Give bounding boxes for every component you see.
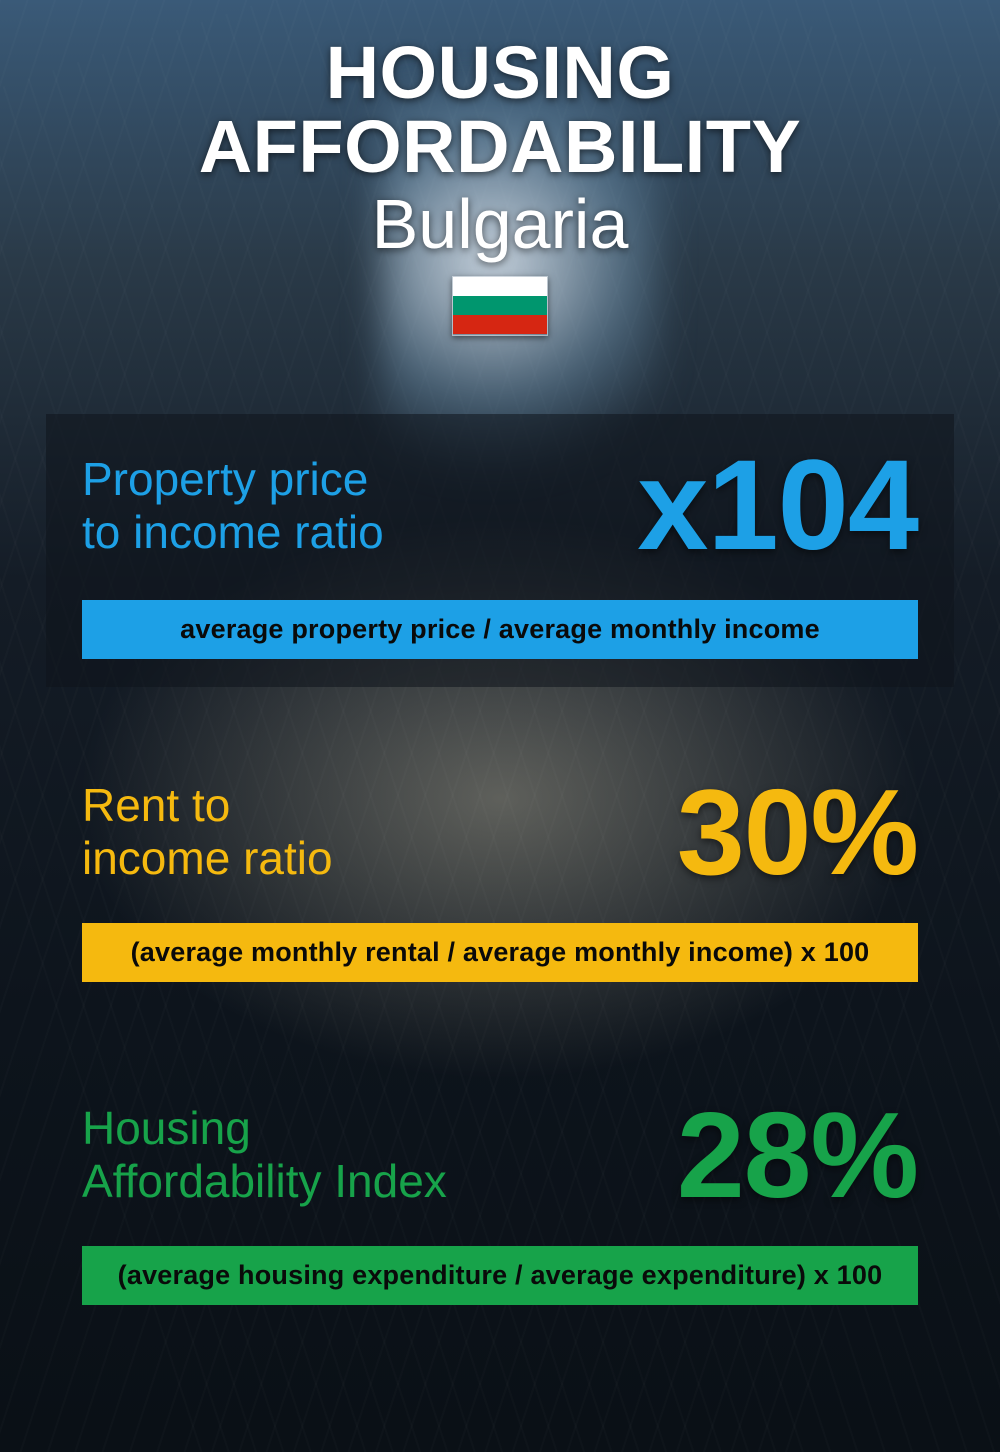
metric-value: 28%	[677, 1094, 918, 1216]
metric-label: Rent to income ratio	[82, 779, 333, 885]
metric-card-rent-to-income: Rent to income ratio 30% (average monthl…	[46, 743, 954, 1010]
flag-icon	[452, 276, 548, 336]
metric-value: x104	[637, 442, 918, 570]
flag-stripe-bottom	[453, 315, 547, 334]
main-title: HOUSING AFFORDABILITY	[46, 36, 954, 184]
header: HOUSING AFFORDABILITY Bulgaria	[46, 36, 954, 336]
country-subtitle: Bulgaria	[46, 188, 954, 262]
metric-value: 30%	[677, 771, 918, 893]
metric-card-affordability-index: Housing Affordability Index 28% (average…	[46, 1066, 954, 1333]
infographic-container: HOUSING AFFORDABILITY Bulgaria Property …	[0, 0, 1000, 1452]
metric-card-price-to-income: Property price to income ratio x104 aver…	[46, 414, 954, 687]
flag-stripe-middle	[453, 296, 547, 315]
metric-formula: (average housing expenditure / average e…	[82, 1246, 918, 1305]
metric-label: Housing Affordability Index	[82, 1102, 447, 1208]
metric-label: Property price to income ratio	[82, 453, 384, 559]
metric-formula: (average monthly rental / average monthl…	[82, 923, 918, 982]
metric-formula: average property price / average monthly…	[82, 600, 918, 659]
flag-stripe-top	[453, 277, 547, 296]
